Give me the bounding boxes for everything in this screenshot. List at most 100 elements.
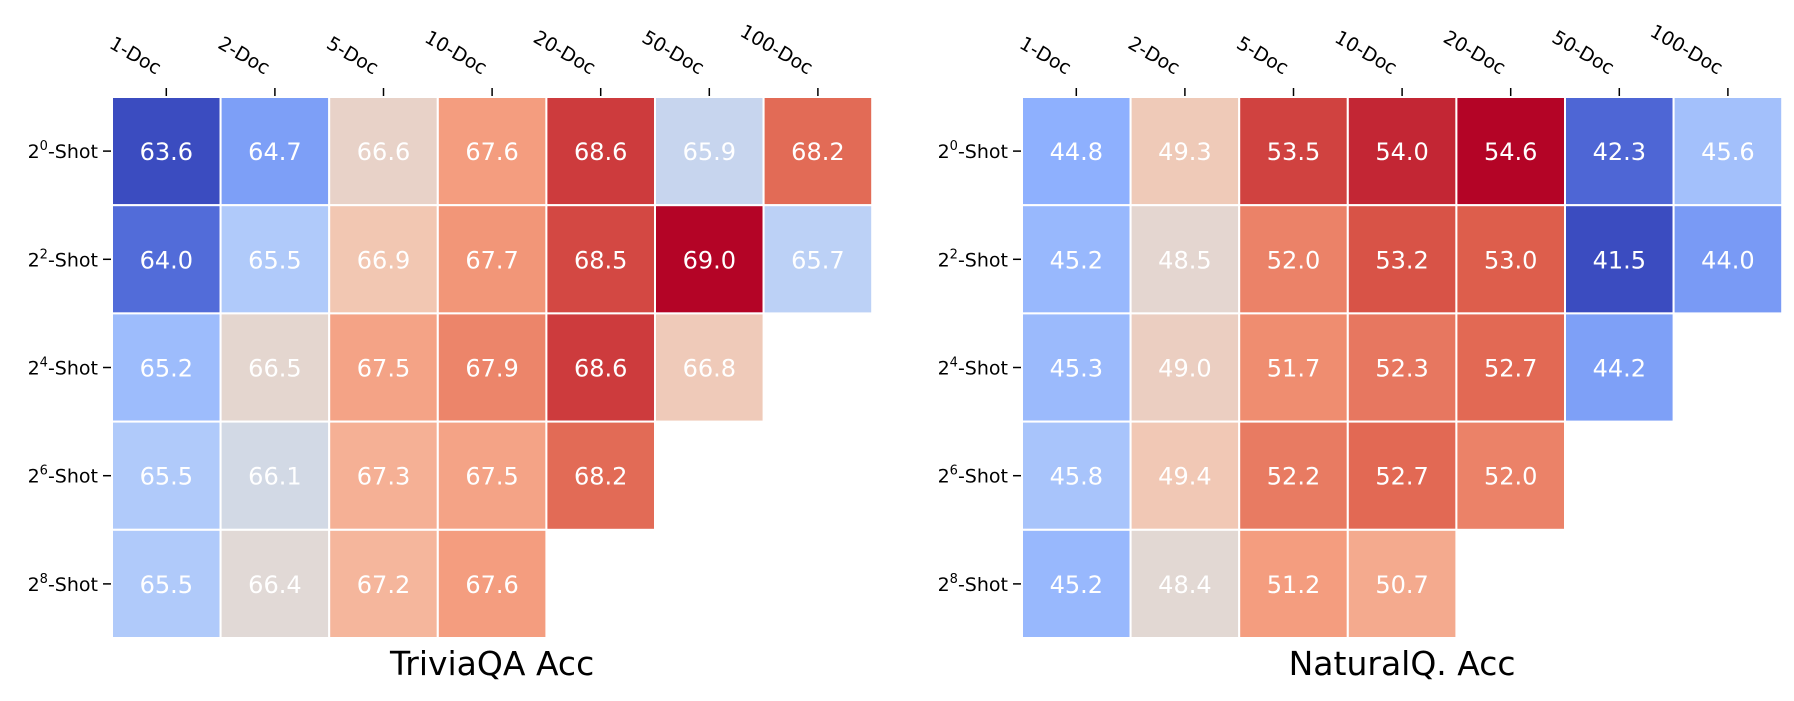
cell-value-label: 44.0 [1701, 246, 1754, 274]
heatmap-cell [1455, 420, 1567, 531]
cell-value-label: 65.2 [140, 355, 193, 383]
heatmap-cell [111, 204, 222, 315]
y-tick-exponent: 8 [950, 572, 958, 587]
y-tick-base: 2 [938, 466, 950, 488]
heatmap-cell [219, 528, 331, 639]
cell-value-label: 67.5 [465, 463, 518, 491]
heatmap-cell [1346, 420, 1458, 531]
heatmap-cell [1238, 312, 1349, 423]
cell-value-label: 67.2 [357, 571, 410, 599]
x-tick-label: 100-Doc [736, 20, 816, 79]
cell-value-label: 68.5 [574, 246, 627, 274]
heatmap-cell [1564, 96, 1675, 207]
heatmap-cell [328, 528, 439, 639]
x-tick-label: 1-Doc [106, 32, 165, 79]
cell-value-label: 67.6 [465, 571, 518, 599]
y-tick-base: 2 [938, 358, 950, 380]
cell-value-label: 51.2 [1267, 571, 1320, 599]
heatmap-cell [1564, 312, 1675, 423]
y-tick-exponent: 0 [950, 139, 958, 154]
y-tick-label: 26-Shot [28, 464, 98, 488]
heatmap-cell [545, 312, 657, 423]
heatmap-cell [1129, 312, 1241, 423]
cell-value-label: 67.7 [465, 246, 518, 274]
y-tick-base: 2 [28, 249, 40, 271]
heatmap-cell [1672, 96, 1784, 207]
cell-value-label: 69.0 [683, 246, 736, 274]
cell-value-label: 65.7 [791, 246, 844, 274]
heatmap-cell [328, 96, 439, 207]
cell-value-label: 64.0 [140, 246, 193, 274]
cell-value-label: 52.3 [1375, 355, 1428, 383]
y-tick-suffix: -Shot [48, 358, 98, 380]
cell-value-label: 49.0 [1158, 355, 1211, 383]
heatmap-cell [111, 96, 222, 207]
cell-value-label: 51.7 [1267, 355, 1320, 383]
cell-value-label: 45.3 [1050, 355, 1103, 383]
heatmap-cell [1021, 528, 1132, 639]
cell-value-label: 54.0 [1375, 138, 1428, 166]
y-tick-base: 2 [28, 466, 40, 488]
y-tick-suffix: -Shot [958, 249, 1008, 271]
cell-value-label: 66.1 [248, 463, 301, 491]
cell-value-label: 49.4 [1158, 463, 1211, 491]
x-tick-label: 5-Doc [1233, 32, 1292, 79]
cell-value-label: 67.3 [357, 463, 410, 491]
cell-value-label: 66.6 [357, 138, 410, 166]
cell-value-label: 64.7 [248, 138, 301, 166]
x-tick-label: 20-Doc [530, 26, 600, 79]
x-tick-label: 50-Doc [638, 26, 708, 79]
y-tick-exponent: 6 [950, 464, 958, 479]
heatmap-cell [219, 96, 331, 207]
cell-value-label: 52.0 [1267, 246, 1320, 274]
cell-value-label: 53.0 [1484, 246, 1537, 274]
heatmap-panel-2: 44.8 49.3 53.5 54.0 54.6 42.3 45.6 45.2 48.5 52.0… [938, 20, 1784, 683]
cell-value-label: 67.5 [357, 355, 410, 383]
y-tick-exponent: 4 [40, 356, 48, 371]
cell-value-label: 65.5 [140, 463, 193, 491]
cell-value-label: 52.0 [1484, 463, 1537, 491]
heatmap-cell [654, 312, 765, 423]
heatmap-cell [654, 96, 765, 207]
x-tick-label: 50-Doc [1548, 26, 1618, 79]
y-tick-suffix: -Shot [958, 574, 1008, 596]
heatmap-cell [1238, 96, 1349, 207]
heatmap-cell [328, 420, 439, 531]
x-tick-label: 20-Doc [1440, 26, 1510, 79]
cell-value-label: 49.3 [1158, 138, 1211, 166]
y-tick-exponent: 8 [40, 572, 48, 587]
y-tick-label: 20-Shot [28, 139, 98, 163]
cell-value-label: 48.4 [1158, 571, 1211, 599]
cell-value-label: 66.4 [248, 571, 301, 599]
heatmap-cell [545, 204, 657, 315]
cell-value-label: 53.5 [1267, 138, 1320, 166]
y-tick-suffix: -Shot [48, 466, 98, 488]
heatmap-cell [1021, 204, 1132, 315]
y-tick-suffix: -Shot [48, 141, 98, 163]
y-tick-base: 2 [28, 141, 40, 163]
y-tick-base: 2 [28, 358, 40, 380]
heatmap-cell [219, 420, 331, 531]
y-tick-label: 28-Shot [938, 572, 1008, 596]
cell-value-label: 45.2 [1050, 571, 1103, 599]
x-tick-label: 5-Doc [323, 32, 382, 79]
heatmap-cell [762, 204, 874, 315]
cell-value-label: 45.2 [1050, 246, 1103, 274]
heatmap-panel-1: 63.6 64.7 66.6 67.6 68.6 65.9 68.2 64.0 65.5 66.9… [28, 20, 874, 683]
cell-value-label: 66.9 [357, 246, 410, 274]
heatmap-cell [1564, 204, 1675, 315]
cell-value-label: 52.2 [1267, 463, 1320, 491]
cell-value-label: 63.6 [140, 138, 193, 166]
y-tick-exponent: 6 [40, 464, 48, 479]
cell-value-label: 65.9 [683, 138, 736, 166]
heatmap-cell [436, 528, 548, 639]
heatmap-cell [1455, 204, 1567, 315]
y-tick-suffix: -Shot [958, 466, 1008, 488]
chart-title: TriviaQA Acc [389, 644, 594, 683]
cell-value-label: 65.5 [248, 246, 301, 274]
x-tick-label: 2-Doc [214, 32, 273, 79]
cell-value-label: 50.7 [1375, 571, 1428, 599]
cell-value-label: 65.5 [140, 571, 193, 599]
y-tick-label: 26-Shot [938, 464, 1008, 488]
